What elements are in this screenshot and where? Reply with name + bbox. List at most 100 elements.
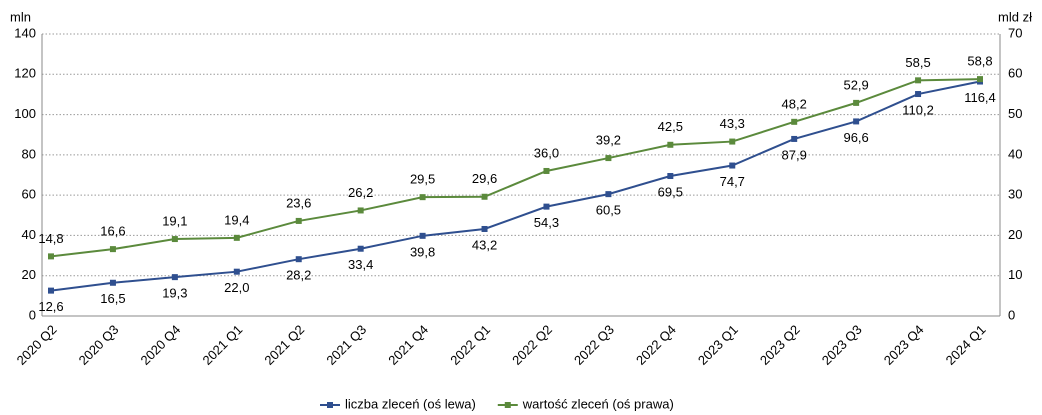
y2-tick-label: 20 — [1008, 227, 1022, 242]
data-label: 14,8 — [38, 231, 63, 246]
data-label: 33,4 — [348, 257, 373, 272]
data-label: 48,2 — [782, 96, 807, 111]
y2-tick-label: 40 — [1008, 146, 1022, 161]
data-label: 110,2 — [902, 102, 934, 117]
marker — [915, 77, 922, 84]
data-label: 69,5 — [658, 184, 683, 199]
data-label: 52,9 — [843, 77, 868, 92]
data-label: 74,7 — [720, 174, 745, 189]
marker — [171, 274, 178, 281]
marker — [48, 287, 54, 294]
data-label: 19,4 — [224, 212, 249, 227]
marker — [853, 118, 860, 125]
marker — [791, 118, 798, 125]
legend-marker — [327, 402, 333, 408]
marker — [543, 203, 550, 210]
x-tick-label: 2021 Q4 — [385, 322, 431, 368]
data-label: 60,5 — [596, 203, 621, 218]
y-tick-label: 80 — [22, 146, 36, 161]
y-tick-label: 100 — [14, 106, 36, 121]
x-tick-label: 2022 Q1 — [447, 322, 493, 368]
x-tick-label: 2022 Q2 — [509, 322, 555, 368]
x-tick-label: 2020 Q2 — [14, 322, 60, 368]
series-line — [50, 78, 981, 258]
legend-marker — [504, 402, 511, 408]
x-tick-label: 2023 Q1 — [695, 322, 741, 368]
x-tick-label: 2024 Q1 — [943, 322, 989, 368]
y2-tick-label: 60 — [1008, 66, 1022, 81]
marker — [295, 217, 302, 224]
data-label: 116,4 — [964, 90, 996, 105]
marker — [419, 232, 426, 239]
legend-label: wartość zleceń (oś prawa) — [522, 396, 674, 411]
data-label: 39,8 — [410, 244, 435, 259]
x-tick-label: 2022 Q3 — [571, 322, 617, 368]
marker — [729, 138, 736, 145]
y2-tick-label: 70 — [1008, 25, 1022, 40]
y2-tick-label: 0 — [1008, 307, 1015, 322]
y-tick-label: 0 — [29, 307, 36, 322]
marker — [605, 155, 612, 162]
marker — [419, 194, 426, 201]
y-tick-label: 20 — [22, 267, 36, 282]
marker — [543, 167, 550, 174]
marker — [233, 268, 240, 275]
y-tick-label: 140 — [14, 25, 36, 40]
x-tick-label: 2021 Q1 — [199, 322, 245, 368]
data-label: 54,3 — [534, 215, 559, 230]
data-label: 96,6 — [843, 130, 868, 145]
data-label: 28,2 — [286, 268, 311, 283]
data-label: 19,3 — [162, 286, 187, 301]
marker — [171, 236, 178, 243]
y2-tick-label: 50 — [1008, 106, 1022, 121]
data-label: 36,0 — [534, 145, 559, 160]
y-tick-label: 40 — [22, 227, 36, 242]
y2-tick-label: 30 — [1008, 187, 1022, 202]
x-tick-label: 2023 Q2 — [757, 322, 803, 368]
marker — [357, 207, 364, 214]
marker — [109, 279, 116, 286]
marker — [481, 225, 488, 232]
x-tick-label: 2021 Q2 — [261, 322, 307, 368]
data-label: 16,5 — [100, 291, 125, 306]
marker — [295, 256, 302, 263]
x-tick-label: 2022 Q4 — [633, 322, 679, 368]
data-label: 87,9 — [782, 147, 807, 162]
y-axis-label: mln — [10, 9, 31, 24]
y2-axis-label: mld zł — [998, 9, 1032, 24]
marker — [481, 193, 488, 200]
x-tick-label: 2020 Q3 — [76, 322, 122, 368]
y2-tick-label: 10 — [1008, 267, 1022, 282]
marker — [977, 76, 983, 83]
marker — [48, 253, 54, 260]
y-tick-label: 60 — [22, 187, 36, 202]
marker — [605, 191, 612, 198]
x-tick-label: 2023 Q3 — [819, 322, 865, 368]
data-label: 43,2 — [472, 237, 497, 252]
marker — [357, 245, 364, 252]
marker — [667, 173, 674, 180]
marker — [915, 91, 922, 98]
marker — [853, 99, 860, 106]
x-tick-label: 2020 Q4 — [138, 322, 184, 368]
data-label: 19,1 — [162, 213, 187, 228]
data-label: 26,2 — [348, 185, 373, 200]
data-label: 43,3 — [720, 116, 745, 131]
data-label: 12,6 — [38, 299, 63, 314]
marker — [233, 234, 240, 241]
data-label: 23,6 — [286, 195, 311, 210]
data-label: 58,8 — [967, 54, 992, 69]
data-label: 29,6 — [472, 171, 497, 186]
data-label: 42,5 — [658, 119, 683, 134]
marker — [667, 141, 674, 148]
data-label: 29,5 — [410, 172, 435, 187]
data-label: 39,2 — [596, 133, 621, 148]
y-tick-label: 120 — [14, 66, 36, 81]
series-line — [50, 80, 981, 292]
marker — [729, 162, 736, 169]
legend-label: liczba zleceń (oś lewa) — [345, 396, 476, 411]
x-tick-label: 2021 Q3 — [323, 322, 369, 368]
data-label: 22,0 — [224, 280, 249, 295]
marker — [791, 135, 798, 142]
x-tick-label: 2023 Q4 — [881, 322, 927, 368]
